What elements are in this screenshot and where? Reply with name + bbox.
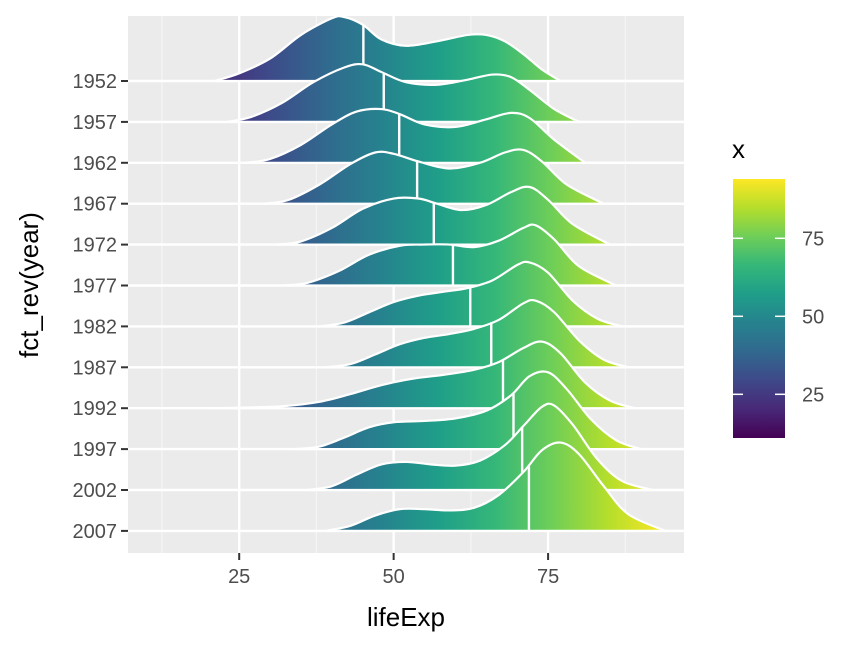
y-tick-label: 1972 [73, 235, 118, 257]
legend-tick-label: 75 [802, 228, 824, 250]
ridges [208, 15, 684, 533]
y-tick-label: 1987 [73, 357, 118, 379]
y-axis-title: fct_rev(year) [14, 212, 44, 358]
y-tick-label: 2002 [73, 480, 118, 502]
y-tick-label: 1957 [73, 112, 118, 134]
ridge-1957 [226, 62, 684, 124]
y-axis: 1952 1957 1962 1967 1972 1977 1982 1987 1992 1997… [73, 71, 128, 543]
ridge-area-1952 [214, 16, 561, 82]
color-legend: x 25 50 75 [732, 134, 824, 438]
ridge-outline-1997 [294, 370, 642, 451]
y-tick-label: 1982 [73, 316, 118, 338]
ridge-outline-1972 [276, 185, 611, 246]
legend-colorbar [733, 179, 785, 438]
x-axis-title: lifeExp [367, 602, 445, 632]
ridge-outline-1957 [226, 62, 580, 123]
ridge-2007 [325, 441, 684, 533]
ridge-1952 [214, 15, 684, 83]
y-tick-label: 1952 [73, 71, 118, 93]
x-tick-label: 25 [228, 566, 250, 588]
legend-tick-label: 25 [802, 384, 824, 406]
ridge-area-1962 [245, 108, 586, 163]
y-tick-label: 2007 [73, 521, 118, 543]
y-tick-label: 1962 [73, 153, 118, 175]
ridge-outline-1967 [263, 148, 605, 205]
ridge-outline-1977 [282, 223, 617, 287]
y-tick-label: 1977 [73, 276, 118, 298]
x-axis: 25 50 75 [228, 553, 559, 588]
ridge-outline-2007 [325, 441, 666, 532]
legend-ticks: 25 50 75 [733, 228, 824, 406]
ridge-outline-1982 [319, 260, 623, 328]
ridge-outline-2002 [306, 402, 654, 492]
y-tick-label: 1967 [73, 194, 118, 216]
legend-title: x [732, 134, 745, 164]
ridge-outline-1952 [214, 15, 562, 83]
ridge-outline-1962 [245, 107, 586, 164]
ridge-outline-1987 [325, 298, 629, 369]
ridge-1962 [245, 107, 684, 164]
x-tick-label: 75 [537, 566, 559, 588]
y-tick-label: 1997 [73, 439, 118, 461]
legend-tick-label: 50 [802, 306, 824, 328]
x-tick-label: 50 [383, 566, 405, 588]
ridge-outline-1992 [208, 340, 635, 410]
ridge-area-1957 [226, 64, 579, 122]
y-tick-label: 1992 [73, 398, 118, 420]
